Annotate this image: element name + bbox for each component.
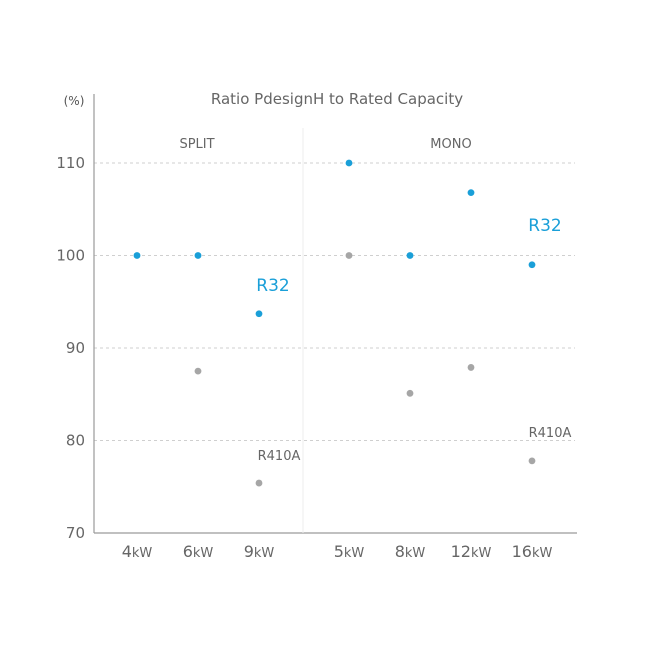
point-r32-5kW [345, 159, 353, 167]
y-tick-label: 90 [66, 339, 85, 357]
x-tick-labels: 4kW 6kW 9kW 5kW 8kW 12kW 16kW [122, 542, 553, 561]
point-r32-8kW [406, 252, 414, 259]
point-r32-16kW [528, 261, 536, 269]
x-tick-unit: kW [132, 546, 153, 561]
x-tick-value: 5 [334, 542, 344, 561]
annotation-r32: R32 [528, 216, 561, 236]
x-tick-label: 8kW [395, 542, 426, 561]
point-r32-12kW [467, 189, 475, 197]
series-annotations: R32 R32 R410A R410A [256, 216, 571, 464]
x-tick-label: 12kW [451, 542, 492, 561]
x-tick-label: 6kW [183, 542, 214, 561]
x-tick-value: 4 [122, 542, 132, 561]
x-tick-unit: kW [344, 546, 365, 561]
x-tick-unit: kW [254, 546, 275, 561]
point-r410a-5kW [345, 252, 353, 259]
annotation-r410a: R410A [529, 426, 572, 441]
group-labels: SPLIT MONO [179, 137, 471, 152]
y-tick-label: 70 [66, 524, 85, 542]
annotation-r410a: R410A [258, 449, 301, 464]
x-tick-value: 8 [395, 542, 405, 561]
point-r410a-8kW [406, 389, 414, 397]
y-tick-labels: 110 100 90 80 70 [56, 154, 85, 542]
y-axis-unit: (%) [64, 94, 85, 108]
y-tick-label: 110 [56, 154, 85, 172]
x-tick-label: 4kW [122, 542, 153, 561]
data-points [133, 159, 536, 487]
group-label-mono: MONO [430, 137, 471, 152]
point-r410a-12kW [467, 364, 475, 371]
y-tick-label: 100 [56, 247, 85, 265]
x-tick-label: 5kW [334, 542, 365, 561]
annotation-r32: R32 [256, 276, 289, 296]
x-tick-label: 9kW [244, 542, 275, 561]
x-tick-label: 16kW [512, 542, 553, 561]
point-r410a-9kW [255, 479, 263, 487]
x-tick-value: 9 [244, 542, 254, 561]
group-label-split: SPLIT [179, 137, 214, 152]
x-tick-unit: kW [532, 546, 553, 561]
x-tick-value: 6 [183, 542, 193, 561]
x-tick-value: 12 [451, 542, 471, 561]
axis-layer [93, 94, 577, 534]
x-tick-unit: kW [405, 546, 426, 561]
point-r410a-6kW [194, 367, 202, 375]
x-tick-unit: kW [471, 546, 492, 561]
point-r32-4kW [133, 252, 141, 259]
y-tick-label: 80 [66, 432, 85, 450]
grid-layer [94, 162, 575, 441]
point-r410a-16kW [528, 457, 536, 465]
x-tick-value: 16 [512, 542, 532, 561]
point-r32-9kW [255, 310, 263, 318]
chart-title: Ratio PdesignH to Rated Capacity [211, 90, 463, 108]
x-tick-unit: kW [193, 546, 214, 561]
point-r32-6kW [194, 252, 202, 259]
